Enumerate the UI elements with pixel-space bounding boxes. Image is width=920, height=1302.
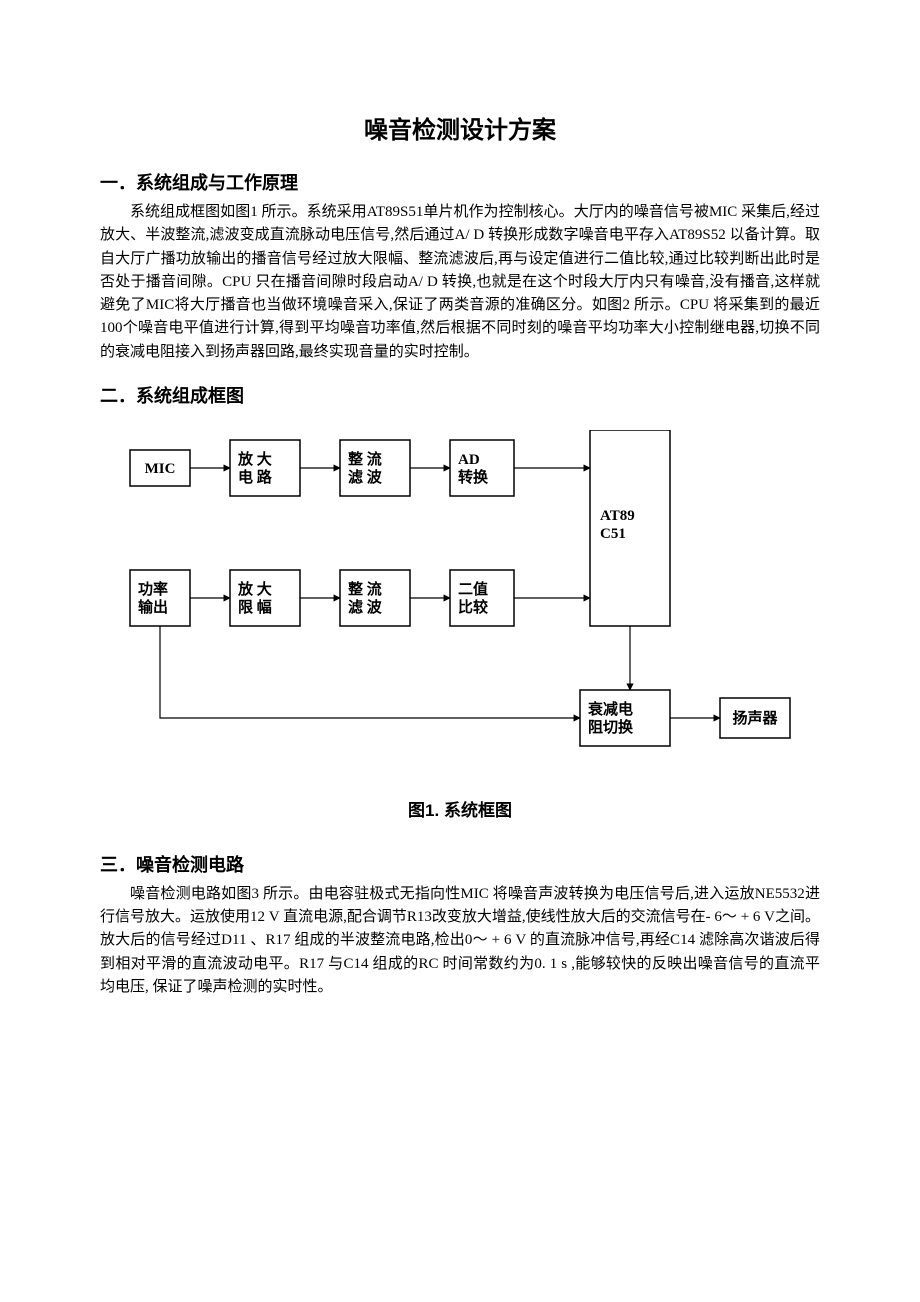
block-rect2-label: 整 流 (348, 580, 382, 598)
heading-s1: 一．系统组成与工作原理 (100, 169, 820, 195)
block-cpu-label: AT89 (600, 508, 635, 524)
block-atten-label: 阻切换 (588, 718, 634, 736)
block-amp1 (230, 440, 300, 496)
block-amp2-label: 放 大 (237, 580, 272, 598)
block-rect1-label: 整 流 (348, 450, 382, 468)
heading-s3: 三．噪音检测电路 (100, 851, 820, 877)
block-amp2 (230, 570, 300, 626)
block-atten (580, 690, 670, 746)
block-amp1-label: 放 大 (237, 450, 272, 468)
block-ad-label: AD (458, 452, 480, 468)
block-ad-label: 转换 (458, 468, 489, 486)
system-block-diagram: MIC放 大电 路整 流滤 波AD转换AT89C51功率输出放 大限 幅整 流滤… (110, 430, 810, 760)
block-ad (450, 440, 514, 496)
block-rect1 (340, 440, 410, 496)
block-rect1-label: 滤 波 (348, 468, 383, 486)
page-title: 噪音检测设计方案 (100, 110, 820, 145)
block-cmp-label: 二值 (458, 580, 488, 598)
block-pow-label: 功率 (138, 580, 168, 598)
block-pow-label: 输出 (138, 598, 168, 616)
block-cmp-label: 比较 (458, 598, 488, 616)
block-spk-label: 扬声器 (732, 709, 778, 727)
block-amp2-label: 限 幅 (238, 598, 272, 616)
block-rect2-label: 滤 波 (348, 598, 383, 616)
edge-pow-atten (160, 626, 580, 718)
block-cpu-label: C51 (600, 526, 626, 542)
block-amp1-label: 电 路 (238, 468, 273, 486)
block-atten-label: 衰减电 (587, 700, 633, 718)
body-s1: 系统组成框图如图1 所示。系统采用AT89S51单片机作为控制核心。大厅内的噪音… (100, 201, 820, 364)
block-pow (130, 570, 190, 626)
body-s3: 噪音检测电路如图3 所示。由电容驻极式无指向性MIC 将噪音声波转换为电压信号后… (100, 883, 820, 999)
figure1-caption: 图1. 系统框图 (100, 796, 820, 821)
heading-s2: 二．系统组成框图 (100, 382, 820, 408)
block-rect2 (340, 570, 410, 626)
block-cmp (450, 570, 514, 626)
block-mic-label: MIC (145, 461, 176, 477)
